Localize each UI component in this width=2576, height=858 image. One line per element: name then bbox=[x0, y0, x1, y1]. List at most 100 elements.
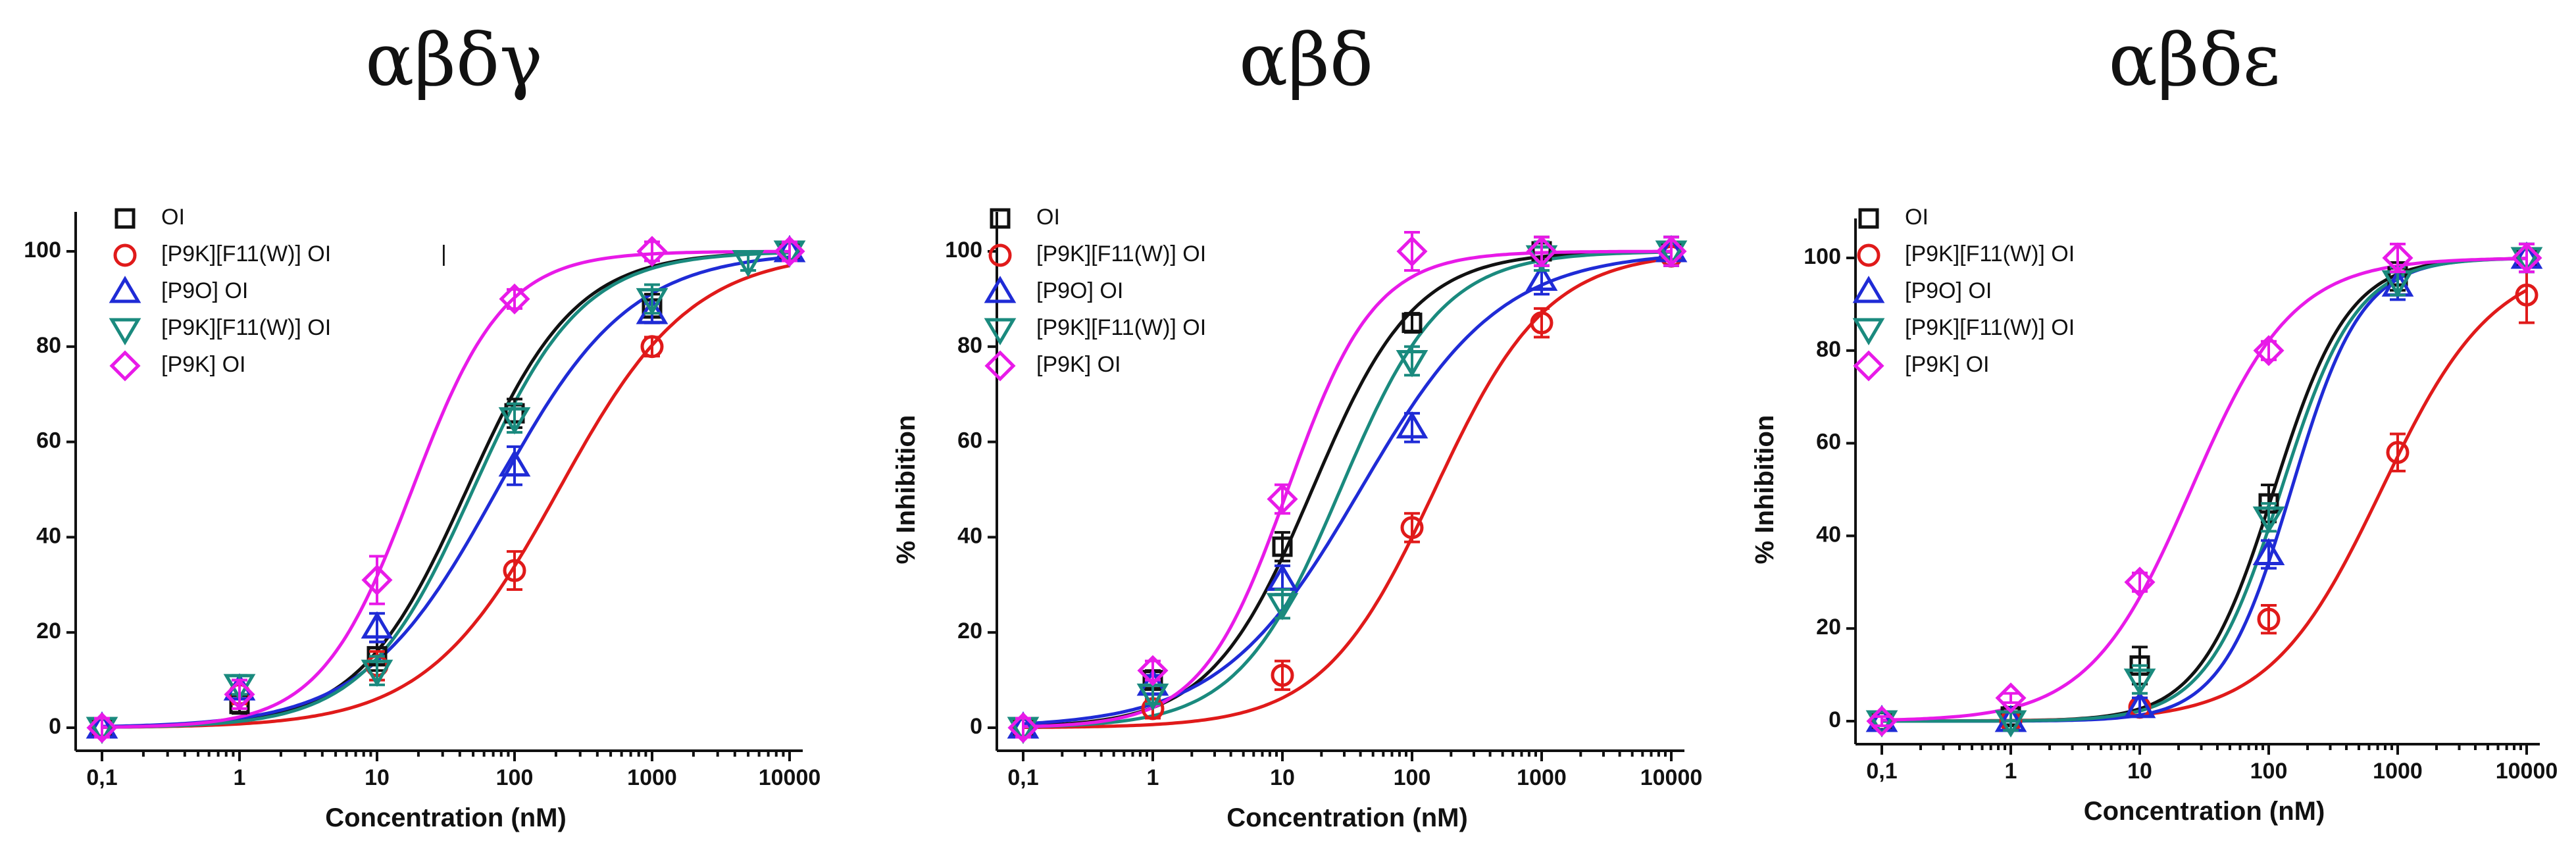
legend-label: [P9O] OI bbox=[1036, 278, 1123, 303]
x-tick-label: 1 bbox=[234, 765, 246, 790]
data-point-series-2 bbox=[1271, 663, 1294, 687]
y-tick-label: 60 bbox=[36, 428, 61, 453]
y-tick-label: 0 bbox=[49, 714, 61, 739]
data-point-series-5 bbox=[1866, 705, 1898, 737]
data-point-series-5 bbox=[1137, 655, 1169, 686]
fit-curve-series-3 bbox=[1023, 255, 1672, 726]
y-tick-label: 0 bbox=[1829, 707, 1841, 732]
data-point-series-1 bbox=[1272, 536, 1293, 557]
x-tick-label: 1000 bbox=[627, 765, 677, 790]
data-point-series-5 bbox=[224, 678, 255, 710]
x-tick-label: 0,1 bbox=[1866, 759, 1897, 784]
legend-label: [P9O] OI bbox=[1905, 278, 1992, 303]
legend-label: [P9K] OI bbox=[1905, 352, 1990, 377]
fit-curve-series-5 bbox=[101, 249, 790, 729]
x-tick-label: 1 bbox=[2005, 759, 2017, 784]
legend-label: OI bbox=[1036, 205, 1060, 230]
data-point-series-1 bbox=[1402, 313, 1423, 334]
data-point-series-4 bbox=[732, 249, 765, 278]
legend-marker bbox=[1852, 276, 1885, 303]
y-tick-label: 80 bbox=[1816, 337, 1841, 362]
data-point-series-2 bbox=[503, 559, 526, 582]
x-axis-label: Concentration (nM) bbox=[2084, 797, 2325, 826]
legend: OI [P9K][F11(W)] OI [P9O] OI [P9K][F11(W)] … bbox=[1852, 205, 2075, 382]
data-point-series-3 bbox=[2252, 538, 2285, 566]
legend-marker bbox=[988, 243, 1012, 267]
data-point-series-3 bbox=[361, 611, 393, 639]
x-tick-label: 10000 bbox=[1640, 765, 1703, 790]
data-point-series-5 bbox=[361, 565, 393, 596]
data-point-series-3 bbox=[1865, 705, 1898, 732]
fit-curve-series-5 bbox=[1023, 249, 1671, 728]
y-tick-label: 100 bbox=[24, 238, 61, 263]
data-point-series-5 bbox=[1396, 236, 1428, 267]
data-point-series-3 bbox=[2123, 690, 2156, 719]
legend-label: [P9K][F11(W)] OI bbox=[1905, 315, 2075, 340]
legend: OI [P9K][F11(W)] OI | [P9O] OI [P9K][F11(W)]… bbox=[109, 205, 447, 382]
legend-label: [P9K][F11(W)] OI bbox=[161, 241, 331, 266]
legend-marker bbox=[1853, 350, 1884, 382]
y-tick-label: 40 bbox=[1816, 522, 1841, 547]
fit-curve-series-4 bbox=[1023, 250, 1672, 728]
legend-label: [P9K][F11(W)] OI bbox=[1036, 241, 1206, 266]
x-tick-label: 10000 bbox=[2496, 759, 2558, 784]
data-point-series-5 bbox=[1995, 682, 2027, 714]
legend-label: [P9O] OI bbox=[161, 278, 248, 303]
data-point-series-4 bbox=[361, 659, 393, 688]
y-tick-label: 20 bbox=[36, 618, 61, 644]
legend-marker bbox=[1858, 208, 1879, 229]
legend-marker bbox=[109, 318, 141, 345]
data-point-series-4 bbox=[498, 407, 531, 435]
data-point-series-3 bbox=[636, 297, 669, 324]
data-point-series-5 bbox=[86, 712, 118, 744]
data-point-series-4 bbox=[2252, 506, 2285, 534]
x-tick-label: 1000 bbox=[1517, 765, 1567, 790]
legend-label: [P9K] OI bbox=[1036, 352, 1121, 377]
data-point-series-4 bbox=[1266, 593, 1299, 620]
legend-extra-mark: | bbox=[441, 241, 447, 266]
y-tick-label: 80 bbox=[36, 333, 61, 358]
data-point-series-5 bbox=[2382, 242, 2413, 274]
fit-curve-series-5 bbox=[1881, 257, 2527, 722]
x-tick-label: 1 bbox=[1147, 765, 1159, 790]
y-tick-label: 20 bbox=[957, 618, 982, 644]
data-point-series-3 bbox=[1525, 263, 1558, 291]
x-axis-label: Concentration (nM) bbox=[1226, 803, 1468, 832]
data-point-series-4 bbox=[2123, 669, 2156, 696]
data-point-series-5 bbox=[1655, 236, 1687, 267]
data-point-series-5 bbox=[1007, 712, 1039, 744]
legend-marker bbox=[113, 243, 137, 267]
legend-marker bbox=[109, 276, 141, 303]
legend: OI [P9K][F11(W)] OI [P9O] OI [P9K][F11(W)] … bbox=[984, 205, 1206, 382]
legend-marker bbox=[114, 208, 136, 229]
data-point-series-3 bbox=[1396, 411, 1428, 439]
y-tick-label: 40 bbox=[36, 523, 61, 548]
data-point-series-2 bbox=[1530, 311, 1553, 335]
legend-label: [P9K][F11(W)] OI bbox=[1036, 315, 1206, 340]
data-point-series-2 bbox=[2515, 283, 2538, 307]
chart-title: αβδ bbox=[1239, 18, 1373, 102]
y-tick-label: 60 bbox=[1816, 430, 1841, 455]
x-tick-label: 1000 bbox=[2373, 759, 2423, 784]
data-point-series-2 bbox=[2257, 607, 2281, 631]
chart-title: αβδε bbox=[2108, 18, 2280, 102]
legend-label: [P9K][F11(W)] OI bbox=[161, 315, 331, 340]
legend-marker bbox=[109, 350, 141, 382]
x-tick-label: 10000 bbox=[759, 765, 821, 790]
data-point-series-4 bbox=[1396, 350, 1428, 378]
data-point-series-4 bbox=[1865, 710, 1898, 738]
y-tick-label: 60 bbox=[957, 428, 982, 453]
fit-curve-series-4 bbox=[1882, 257, 2527, 723]
fit-curve-series-2 bbox=[1023, 257, 1672, 729]
y-axis-label: % Inhibition bbox=[892, 415, 921, 565]
legend-marker bbox=[1857, 243, 1881, 267]
data-point-series-5 bbox=[774, 236, 805, 267]
y-tick-label: 100 bbox=[1804, 244, 1841, 269]
legend-marker bbox=[984, 318, 1017, 345]
y-tick-label: 100 bbox=[945, 238, 982, 263]
y-tick-label: 20 bbox=[1816, 615, 1841, 640]
x-tick-label: 10 bbox=[2127, 759, 2152, 784]
data-point-series-5 bbox=[2124, 567, 2156, 598]
